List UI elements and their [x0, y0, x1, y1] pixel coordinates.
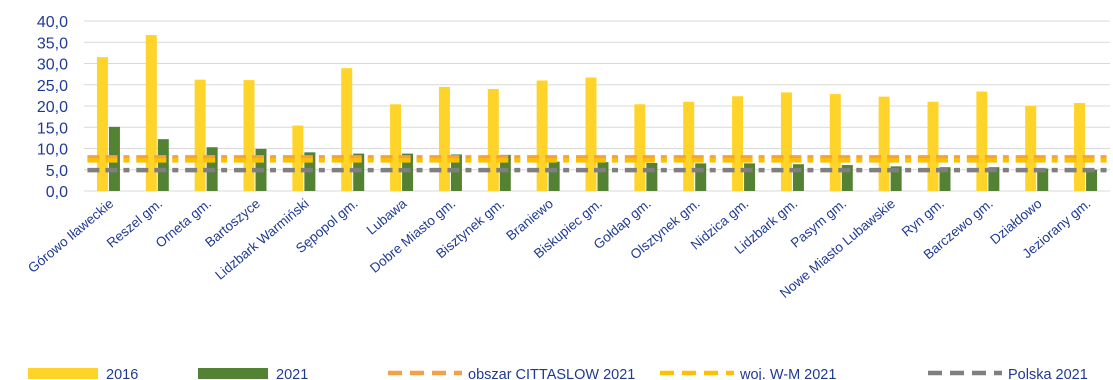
- bar-2016-lidzbark-gm: [780, 92, 792, 191]
- y-tick-labels: 0,0 5,0 10,0 15,0 20,0 25,0 30,0 35,0 40,0: [37, 14, 68, 201]
- legend-item-2016: 2016: [28, 367, 138, 380]
- y-tick-label: 0,0: [46, 184, 68, 201]
- bar-2021-bisztynek-gm: [499, 154, 511, 191]
- bar-2021-dobre-miasto-gm: [450, 154, 462, 191]
- bar-2016-reszel-gm: [145, 35, 157, 192]
- y-tick-label: 20,0: [37, 99, 68, 116]
- bars-layer: [96, 35, 1098, 192]
- bar-2016-lubawa: [390, 104, 402, 191]
- y-tick-label: 10,0: [37, 142, 68, 159]
- x-tick-label-gorowo-ilaweckie: Górowo Iławeckie: [25, 196, 116, 276]
- bar-2021-braniewo: [548, 161, 560, 191]
- bar-2016-bisztynek-gm: [487, 89, 499, 191]
- bar-2021-pasym-gm: [841, 165, 853, 191]
- bar-2016-orneta-gm: [194, 79, 206, 191]
- reference-lines-layer: [87, 155, 1107, 173]
- bar-2016-olsztynek-gm: [683, 101, 695, 191]
- bar-2021-barczewo-gm: [988, 167, 1000, 191]
- bar-2021-nidzica-gm: [744, 163, 756, 191]
- y-tick-label: 25,0: [37, 78, 68, 95]
- bar-2021-reszel-gm: [157, 139, 169, 191]
- y-tick-label: 30,0: [37, 57, 68, 74]
- bar-2021-lidzbark-gm: [792, 164, 804, 191]
- legend-item-obszar-cittaslow-2021: obszar CITTASLOW 2021: [388, 367, 635, 380]
- grid-layer: [84, 20, 1110, 192]
- bar-2016-bartoszyce: [243, 80, 255, 191]
- bar-2021-nowe-miasto-lubawskie: [890, 166, 902, 191]
- legend-label: 2021: [276, 367, 308, 380]
- x-tick-label-dobre-miasto-gm: Dobre Miasto gm.: [367, 196, 458, 276]
- bar-2016-pasym-gm: [829, 94, 841, 191]
- y-tick-label: 5,0: [46, 163, 68, 180]
- bar-2021-goldap-gm: [646, 162, 658, 191]
- legend: 2016 2021 obszar CITTASLOW 2021 woj. W-M 20…: [28, 367, 1088, 380]
- legend-item-2021: 2021: [198, 367, 308, 380]
- legend-item-woj-w-m-2021: woj. W-M 2021: [660, 367, 836, 380]
- bar-2016-barczewo-gm: [976, 91, 988, 191]
- x-tick-label-ryn-gm: Ryn gm.: [899, 196, 947, 240]
- bar-2016-nowe-miasto-lubawskie: [878, 96, 890, 191]
- bar-2016-jeziorany-gm: [1074, 103, 1086, 191]
- bar-2016-biskupiec-gm: [585, 77, 597, 191]
- bar-2021-dzialdowo: [1037, 168, 1049, 191]
- y-tick-label: 15,0: [37, 120, 68, 137]
- bar-2021-biskupiec-gm: [597, 162, 609, 191]
- bar-2016-dobre-miasto-gm: [438, 86, 450, 191]
- legend-label: 2016: [106, 367, 138, 380]
- legend-label: Polska 2021: [1008, 367, 1088, 380]
- y-tick-label: 35,0: [37, 35, 68, 52]
- bar-2016-gorowo-ilaweckie: [96, 57, 108, 191]
- bar-2016-nidzica-gm: [732, 96, 744, 191]
- bar-2016-sepopol-gm: [341, 68, 353, 191]
- bar-2016-dzialdowo: [1025, 106, 1037, 191]
- legend-label: woj. W-M 2021: [739, 367, 836, 380]
- legend-item-polska-2021: Polska 2021: [928, 367, 1088, 380]
- bar-2016-ryn-gm: [927, 101, 939, 191]
- bar-2021-jeziorany-gm: [1086, 169, 1098, 191]
- bar-2016-goldap-gm: [634, 104, 646, 191]
- bar-2021-ryn-gm: [939, 167, 951, 191]
- bar-2016-lidzbark-warminski: [292, 125, 304, 191]
- legend-label: obszar CITTASLOW 2021: [468, 367, 635, 380]
- legend-swatch: [198, 368, 268, 379]
- x-tick-label-lidzbark-warminski: Lidzbark Warmiński: [212, 196, 311, 283]
- bar-2016-braniewo: [536, 80, 548, 191]
- bar-2021-olsztynek-gm: [695, 163, 707, 191]
- legend-swatch: [28, 368, 98, 379]
- x-tick-label-lubawa: Lubawa: [364, 195, 410, 237]
- y-tick-label: 40,0: [37, 14, 68, 31]
